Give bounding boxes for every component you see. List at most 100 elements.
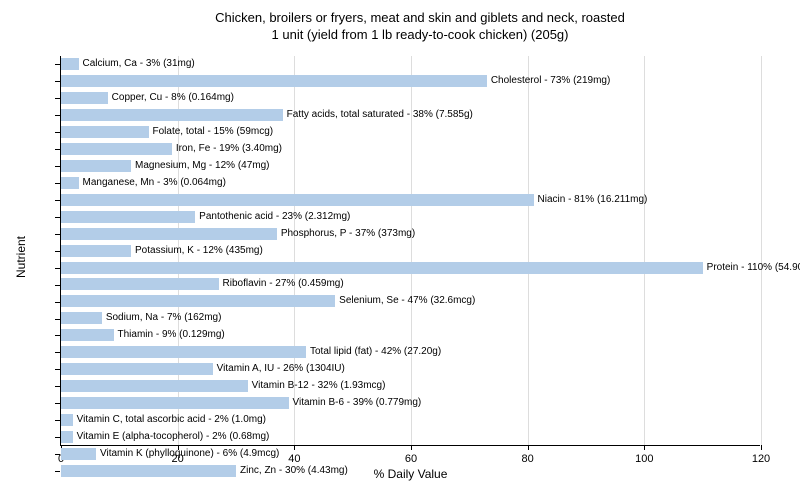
y-tick bbox=[55, 420, 60, 421]
title-line-1: Chicken, broilers or fryers, meat and sk… bbox=[215, 10, 625, 25]
y-tick bbox=[55, 234, 60, 235]
nutrient-bar: Potassium, K - 12% (435mg) bbox=[61, 245, 131, 257]
nutrient-bar: Vitamin A, IU - 26% (1304IU) bbox=[61, 363, 213, 375]
y-tick bbox=[55, 81, 60, 82]
bar-label: Selenium, Se - 47% (32.6mcg) bbox=[339, 295, 475, 307]
y-tick bbox=[55, 64, 60, 65]
bar-row: Protein - 110% (54.90g) bbox=[61, 259, 760, 276]
y-tick bbox=[55, 251, 60, 252]
bar-label: Total lipid (fat) - 42% (27.20g) bbox=[310, 346, 441, 358]
nutrient-bar: Pantothenic acid - 23% (2.312mg) bbox=[61, 211, 195, 223]
bar-label: Fatty acids, total saturated - 38% (7.58… bbox=[287, 109, 473, 121]
bar-label: Phosphorus, P - 37% (373mg) bbox=[281, 228, 415, 240]
bar-row: Potassium, K - 12% (435mg) bbox=[61, 242, 760, 259]
y-tick bbox=[55, 200, 60, 201]
bar-label: Pantothenic acid - 23% (2.312mg) bbox=[199, 211, 350, 223]
nutrient-bar: Zinc, Zn - 30% (4.43mg) bbox=[61, 465, 236, 477]
grid-line bbox=[761, 56, 762, 445]
bar-row: Selenium, Se - 47% (32.6mcg) bbox=[61, 293, 760, 310]
nutrient-bar: Fatty acids, total saturated - 38% (7.58… bbox=[61, 109, 283, 121]
bar-label: Vitamin B-6 - 39% (0.779mg) bbox=[293, 397, 422, 409]
y-tick bbox=[55, 454, 60, 455]
bar-label: Folate, total - 15% (59mcg) bbox=[153, 126, 274, 138]
bar-label: Vitamin C, total ascorbic acid - 2% (1.0… bbox=[77, 414, 266, 426]
chart-title: Chicken, broilers or fryers, meat and sk… bbox=[60, 10, 780, 44]
nutrient-bar: Manganese, Mn - 3% (0.064mg) bbox=[61, 177, 79, 189]
bar-row: Copper, Cu - 8% (0.164mg) bbox=[61, 90, 760, 107]
bar-row: Vitamin C, total ascorbic acid - 2% (1.0… bbox=[61, 411, 760, 428]
y-tick bbox=[55, 98, 60, 99]
nutrient-bar: Folate, total - 15% (59mcg) bbox=[61, 126, 149, 138]
bar-row: Vitamin B-6 - 39% (0.779mg) bbox=[61, 395, 760, 412]
bar-row: Vitamin A, IU - 26% (1304IU) bbox=[61, 361, 760, 378]
bar-label: Magnesium, Mg - 12% (47mg) bbox=[135, 160, 270, 172]
nutrient-bar: Phosphorus, P - 37% (373mg) bbox=[61, 228, 277, 240]
y-tick bbox=[55, 132, 60, 133]
bar-row: Manganese, Mn - 3% (0.064mg) bbox=[61, 174, 760, 191]
bar-row: Zinc, Zn - 30% (4.43mg) bbox=[61, 462, 760, 479]
nutrient-bar: Niacin - 81% (16.211mg) bbox=[61, 194, 534, 206]
nutrient-bar: Copper, Cu - 8% (0.164mg) bbox=[61, 92, 108, 104]
nutrient-bar: Sodium, Na - 7% (162mg) bbox=[61, 312, 102, 324]
bar-label: Vitamin K (phylloquinone) - 6% (4.9mcg) bbox=[100, 448, 279, 460]
bar-row: Total lipid (fat) - 42% (27.20g) bbox=[61, 344, 760, 361]
nutrient-bar: Vitamin B-12 - 32% (1.93mcg) bbox=[61, 380, 248, 392]
y-axis-label: Nutrient bbox=[14, 236, 28, 278]
bar-row: Vitamin E (alpha-tocopherol) - 2% (0.68m… bbox=[61, 428, 760, 445]
bar-row: Vitamin B-12 - 32% (1.93mcg) bbox=[61, 378, 760, 395]
nutrient-bar: Cholesterol - 73% (219mg) bbox=[61, 75, 487, 87]
nutrient-bar: Protein - 110% (54.90g) bbox=[61, 262, 703, 274]
nutrient-chart: Chicken, broilers or fryers, meat and sk… bbox=[0, 0, 800, 500]
nutrient-bar: Selenium, Se - 47% (32.6mcg) bbox=[61, 295, 335, 307]
bar-label: Cholesterol - 73% (219mg) bbox=[491, 75, 611, 87]
nutrient-bar: Total lipid (fat) - 42% (27.20g) bbox=[61, 346, 306, 358]
nutrient-bar: Riboflavin - 27% (0.459mg) bbox=[61, 278, 219, 290]
y-tick bbox=[55, 217, 60, 218]
bar-label: Vitamin A, IU - 26% (1304IU) bbox=[217, 363, 345, 375]
nutrient-bar: Vitamin E (alpha-tocopherol) - 2% (0.68m… bbox=[61, 431, 73, 443]
bar-row: Pantothenic acid - 23% (2.312mg) bbox=[61, 208, 760, 225]
y-tick bbox=[55, 302, 60, 303]
nutrient-bar: Calcium, Ca - 3% (31mg) bbox=[61, 58, 79, 70]
nutrient-bar: Iron, Fe - 19% (3.40mg) bbox=[61, 143, 172, 155]
nutrient-bar: Vitamin K (phylloquinone) - 6% (4.9mcg) bbox=[61, 448, 96, 460]
bar-label: Riboflavin - 27% (0.459mg) bbox=[223, 278, 344, 290]
bar-row: Iron, Fe - 19% (3.40mg) bbox=[61, 140, 760, 157]
y-tick bbox=[55, 352, 60, 353]
bar-row: Cholesterol - 73% (219mg) bbox=[61, 73, 760, 90]
x-tick bbox=[761, 445, 762, 450]
y-tick bbox=[55, 471, 60, 472]
bar-label: Protein - 110% (54.90g) bbox=[707, 262, 800, 274]
bar-label: Zinc, Zn - 30% (4.43mg) bbox=[240, 465, 348, 477]
bar-row: Folate, total - 15% (59mcg) bbox=[61, 124, 760, 141]
nutrient-bar: Vitamin B-6 - 39% (0.779mg) bbox=[61, 397, 289, 409]
nutrient-bar: Vitamin C, total ascorbic acid - 2% (1.0… bbox=[61, 414, 73, 426]
y-tick bbox=[55, 268, 60, 269]
bar-label: Vitamin B-12 - 32% (1.93mcg) bbox=[252, 380, 386, 392]
bar-row: Fatty acids, total saturated - 38% (7.58… bbox=[61, 107, 760, 124]
bars-container: Calcium, Ca - 3% (31mg) Cholesterol - 73%… bbox=[61, 56, 760, 445]
bar-label: Iron, Fe - 19% (3.40mg) bbox=[176, 143, 282, 155]
bar-label: Copper, Cu - 8% (0.164mg) bbox=[112, 92, 234, 104]
y-tick bbox=[55, 369, 60, 370]
y-tick bbox=[55, 183, 60, 184]
y-tick bbox=[55, 166, 60, 167]
plot-area: Nutrient % Daily Value 020406080100120Ca… bbox=[60, 56, 760, 446]
nutrient-bar: Thiamin - 9% (0.129mg) bbox=[61, 329, 114, 341]
bar-label: Vitamin E (alpha-tocopherol) - 2% (0.68m… bbox=[77, 431, 270, 443]
bar-row: Sodium, Na - 7% (162mg) bbox=[61, 310, 760, 327]
bar-label: Niacin - 81% (16.211mg) bbox=[538, 194, 648, 206]
title-line-2: 1 unit (yield from 1 lb ready-to-cook ch… bbox=[272, 27, 569, 42]
y-tick bbox=[55, 403, 60, 404]
y-tick bbox=[55, 386, 60, 387]
bar-row: Calcium, Ca - 3% (31mg) bbox=[61, 56, 760, 73]
bar-label: Potassium, K - 12% (435mg) bbox=[135, 245, 263, 257]
bar-row: Niacin - 81% (16.211mg) bbox=[61, 191, 760, 208]
bar-row: Thiamin - 9% (0.129mg) bbox=[61, 327, 760, 344]
bar-label: Sodium, Na - 7% (162mg) bbox=[106, 312, 222, 324]
y-tick bbox=[55, 285, 60, 286]
bar-row: Phosphorus, P - 37% (373mg) bbox=[61, 225, 760, 242]
bar-row: Magnesium, Mg - 12% (47mg) bbox=[61, 157, 760, 174]
bar-label: Calcium, Ca - 3% (31mg) bbox=[83, 58, 195, 70]
y-tick bbox=[55, 437, 60, 438]
